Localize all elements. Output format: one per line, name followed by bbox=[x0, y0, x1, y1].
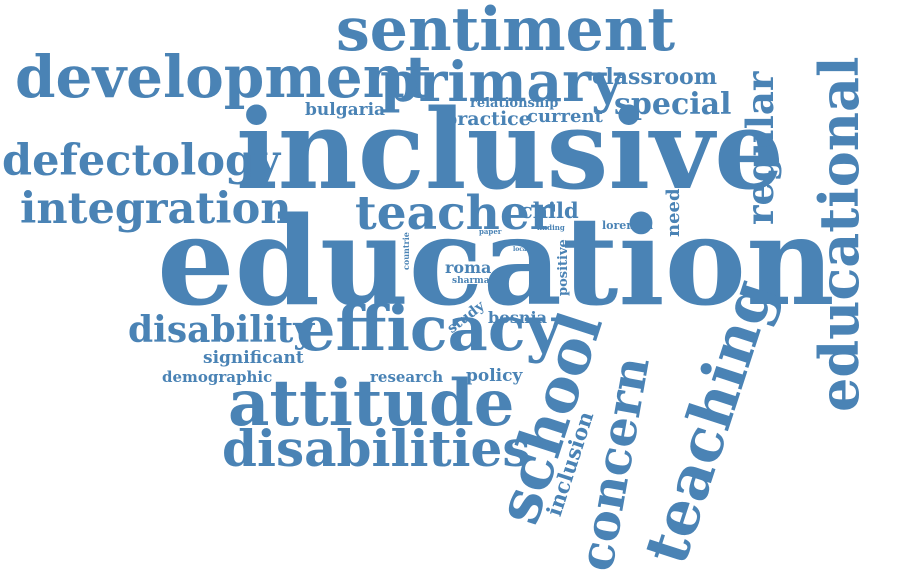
word-loreman: loreman bbox=[602, 219, 654, 232]
word-current: current bbox=[527, 106, 603, 127]
word-countrie: countrie bbox=[401, 232, 411, 270]
word-bulgaria: bulgaria bbox=[305, 100, 386, 120]
word-paper: paper bbox=[479, 227, 502, 236]
word-primary: primary bbox=[380, 49, 624, 114]
word-attitude: attitude bbox=[228, 366, 515, 441]
word-efficacy: efficacy bbox=[296, 292, 562, 365]
word-practice: practice bbox=[444, 108, 531, 130]
word-defectology: defectology bbox=[2, 136, 281, 186]
word-research: research bbox=[370, 368, 444, 386]
word-integration: integration bbox=[20, 184, 292, 234]
word-teacher: teacher bbox=[355, 186, 555, 241]
word-inclusive: inclusive bbox=[236, 85, 785, 214]
word-policy: policy bbox=[466, 366, 523, 386]
word-disabilities: disabilities bbox=[222, 419, 531, 478]
word-relationship: relationship bbox=[470, 96, 559, 111]
word-sharma: sharma bbox=[452, 276, 490, 286]
word-child: child bbox=[520, 198, 579, 223]
word-disability: disability bbox=[128, 309, 315, 351]
word-development: development bbox=[15, 43, 432, 111]
word-positive: positive bbox=[556, 239, 571, 296]
word-sentiment: sentiment bbox=[336, 0, 676, 65]
word-significant: significant bbox=[203, 348, 304, 368]
word-classroom: classroom bbox=[592, 64, 717, 90]
word-special: special bbox=[614, 87, 732, 122]
word-bosnia: bosnia bbox=[488, 308, 547, 327]
word-demographic: demographic bbox=[162, 368, 273, 386]
word-education: education bbox=[157, 189, 835, 333]
word-finding: finding bbox=[537, 223, 565, 232]
word-local: local bbox=[513, 246, 530, 253]
word-roma: roma bbox=[445, 258, 492, 277]
